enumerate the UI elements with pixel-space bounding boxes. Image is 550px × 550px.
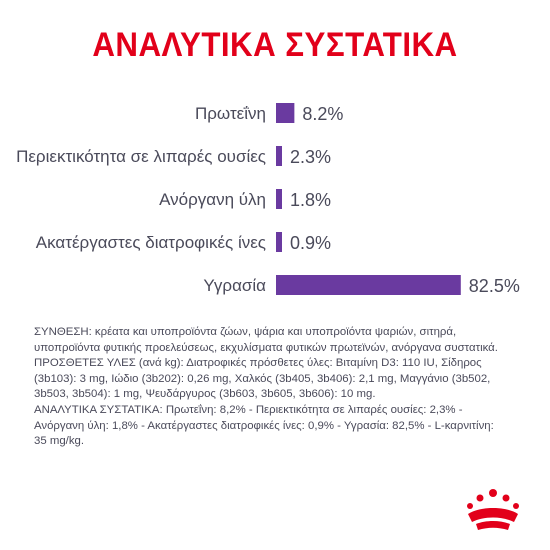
value-label: 0.9% — [290, 233, 331, 253]
crown-icon — [467, 489, 519, 530]
composition-line: 35 mg/kg. — [34, 435, 85, 448]
bar — [276, 146, 282, 166]
category-label: Περιεκτικότητα σε λιπαρές ουσίες — [16, 147, 266, 166]
composition-line: ΣΥΝΘΕΣΗ: κρέατα και υποπροϊόντα ζώων, ψά… — [34, 326, 457, 338]
nutrient-bar-chart: Πρωτεΐνη 8.2% Περιεκτικότητα σε λιπαρές ου… — [16, 103, 520, 296]
value-label: 82.5% — [469, 276, 520, 296]
value-label: 2.3% — [290, 147, 331, 167]
category-label: Ανόργανη ύλη — [159, 190, 266, 209]
composition-line: 3b503, 3b504): 1 mg, Ψευδάργυρος (3b603,… — [34, 388, 376, 401]
bar — [276, 275, 461, 295]
chart-title: ΑΝΑΛΥΤΙΚΑ ΣΥΣΤΑΤΙΚΑ — [92, 26, 458, 64]
value-label: 8.2% — [302, 104, 343, 124]
composition-line: Ανόργανη ύλη: 1,8% - Ακατέργαστες διατρο… — [34, 419, 494, 432]
category-label: Υγρασία — [203, 276, 266, 295]
category-label: Πρωτεΐνη — [195, 104, 266, 123]
composition-line: υποπροϊόντα φυτικής προελεύσεως, εκχυλίσ… — [34, 341, 498, 354]
bar — [276, 232, 282, 252]
composition-line: ΠΡΟΣΘΕΤΕΣ ΥΛΕΣ (ανά kg): Διατροφικές πρό… — [34, 357, 482, 370]
bar — [276, 103, 295, 123]
composition-line: ΑΝΑΛΥΤΙΚΑ ΣΥΣΤΑΤΙΚΑ: Πρωτεΐνη: 8,2% - Πε… — [34, 403, 463, 416]
composition-line: (3b103): 3 mg, Ιώδιο (3b202): 0,26 mg, Χ… — [34, 372, 491, 385]
category-label: Ακατέργαστες διατροφικές ίνες — [36, 233, 266, 252]
bar — [276, 189, 282, 209]
composition-text: ΣΥΝΘΕΣΗ: κρέατα και υποπροϊόντα ζώων, ψά… — [34, 325, 524, 450]
value-label: 1.8% — [290, 190, 331, 210]
